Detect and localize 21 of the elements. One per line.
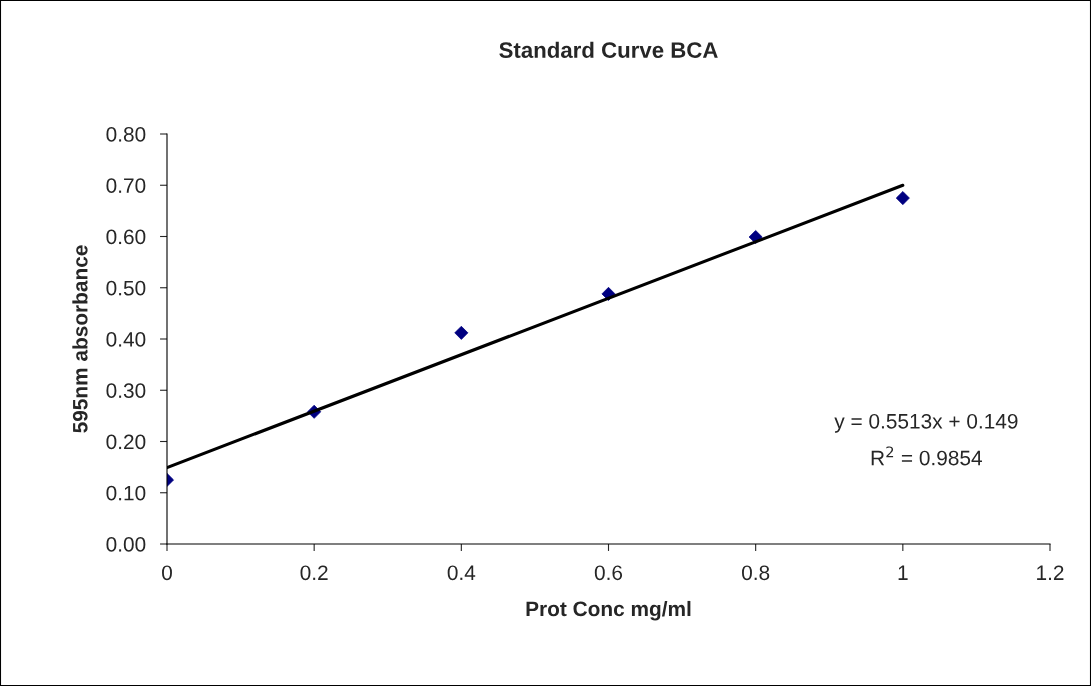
annotation: R$^{2}$ = 0.9854 [871, 446, 982, 466]
y-tick-label: 0.30 [106, 383, 146, 398]
x-tick-label: 0.2 [300, 565, 328, 581]
x-tick-label: 1.2 [1037, 565, 1064, 580]
x-tick-label: 0.8 [742, 565, 770, 581]
y-tick-label: 0.20 [106, 434, 146, 450]
y-tick-label: 0.00 [106, 537, 146, 552]
chart-title: Standard Curve BCA [499, 41, 718, 58]
y-tick-label: 0.80 [106, 127, 146, 142]
x-tick-label: 0.6 [594, 565, 623, 581]
x-axis-title: Prot Conc mg/ml [526, 600, 691, 621]
x-tick-label: 0 [162, 565, 172, 581]
annotation: y = 0.5513x + 0.149 [834, 413, 1018, 433]
y-tick-label: 0.40 [106, 332, 146, 347]
y-tick-label: 0.10 [106, 485, 146, 501]
x-tick-label: 1 [898, 565, 908, 580]
y-tick-label: 0.70 [106, 178, 146, 193]
y-tick-label: 0.50 [106, 280, 146, 296]
y-axis-title: 595nm absorbance [72, 245, 88, 433]
x-tick-label: 0.4 [447, 565, 476, 581]
y-tick-label: 0.60 [106, 229, 146, 245]
